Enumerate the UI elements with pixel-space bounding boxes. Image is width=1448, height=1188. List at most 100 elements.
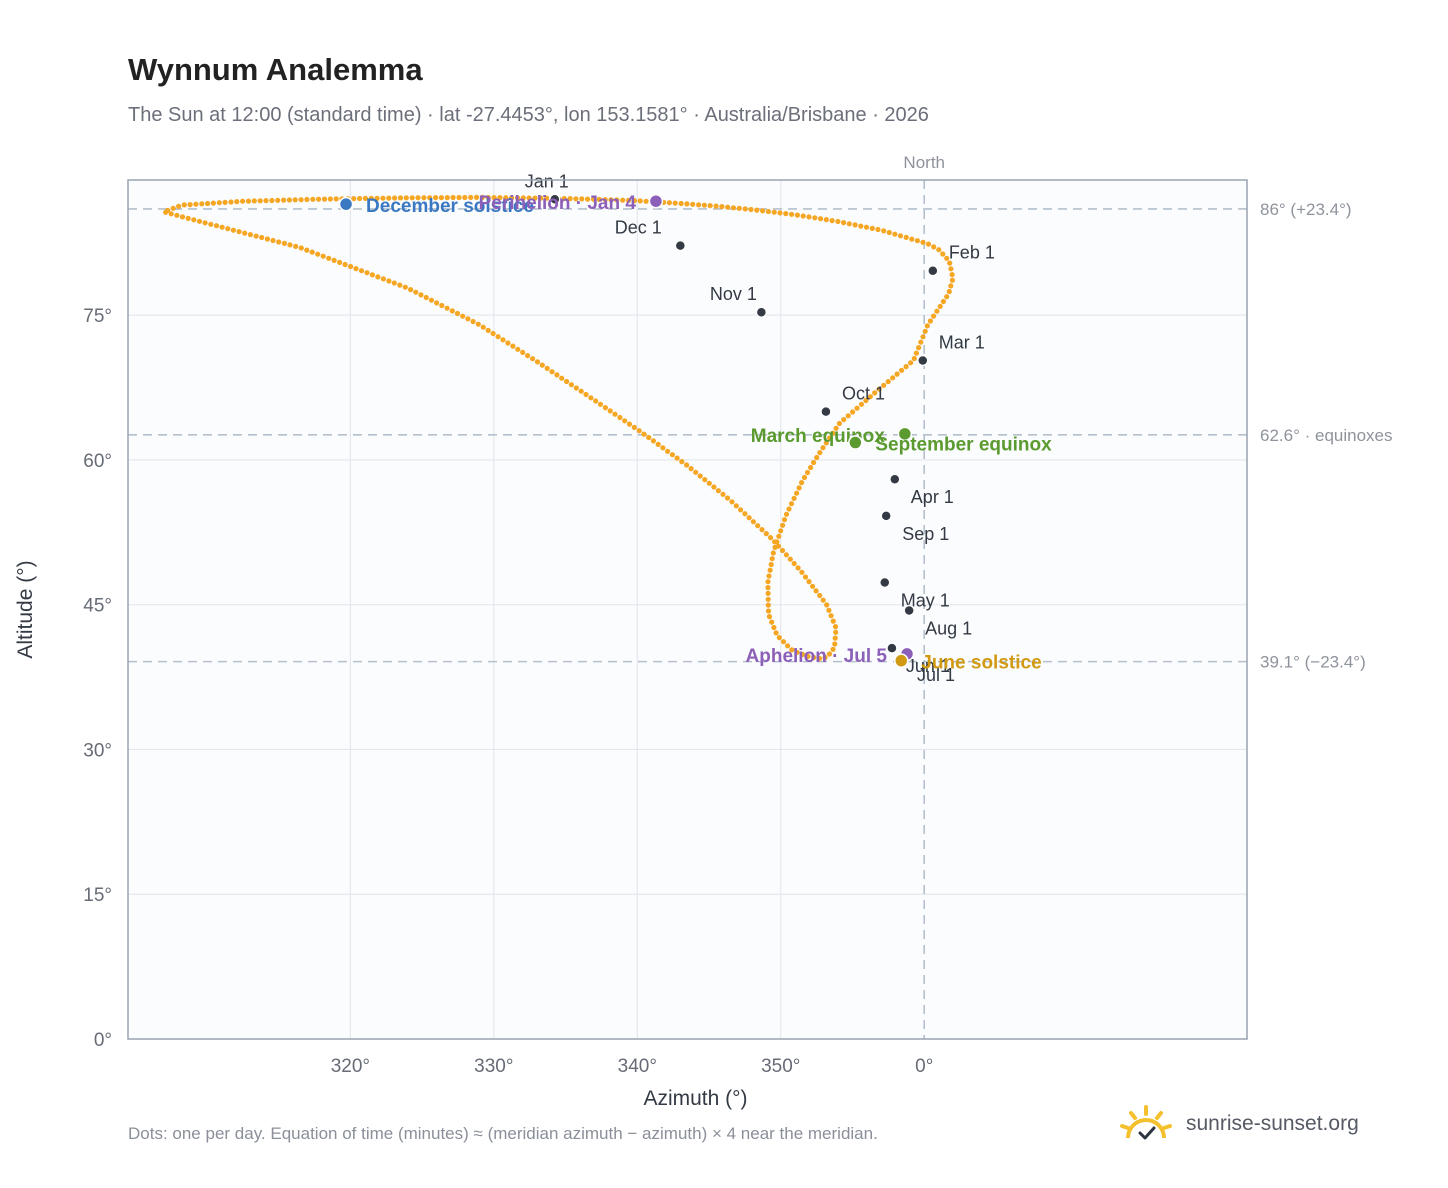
daily-dot <box>320 253 326 259</box>
daily-dot <box>768 535 774 541</box>
daily-dot <box>746 515 752 521</box>
daily-dot <box>202 220 208 226</box>
daily-dot <box>369 272 375 278</box>
daily-dot <box>181 202 187 208</box>
daily-dot <box>403 195 409 201</box>
daily-dot <box>742 206 748 212</box>
daily-dot <box>706 480 712 486</box>
daily-dot <box>470 318 476 325</box>
daily-dot <box>688 466 694 472</box>
daily-dot <box>937 303 943 309</box>
daily-dot <box>559 375 565 381</box>
daily-dot <box>678 200 684 207</box>
x-tick-label: 0° <box>915 1056 933 1077</box>
daily-dot <box>434 300 440 306</box>
daily-dot <box>520 349 526 355</box>
brand-logo[interactable]: sunrise-sunset.org <box>1120 1102 1359 1146</box>
daily-dot <box>811 459 817 466</box>
daily-dot <box>765 208 772 215</box>
daily-dot <box>823 217 829 223</box>
special-point-dot <box>338 196 354 212</box>
daily-dot <box>234 199 240 205</box>
daily-dot <box>205 200 211 207</box>
daily-dot <box>829 218 835 224</box>
daily-dot <box>193 201 199 207</box>
daily-dot <box>380 195 386 201</box>
daily-dot <box>776 533 782 539</box>
special-point-label: June solstice <box>921 653 1041 674</box>
daily-dot <box>854 405 860 411</box>
daily-dot <box>672 200 678 206</box>
daily-dot <box>693 469 699 475</box>
daily-dot <box>397 195 404 201</box>
daily-dot <box>794 649 800 656</box>
daily-dot <box>362 195 368 201</box>
daily-dot <box>293 243 299 249</box>
daily-dot <box>785 643 791 649</box>
daily-dot <box>944 255 950 261</box>
month-marker-label: Dec 1 <box>615 218 662 238</box>
daily-dot <box>702 477 708 483</box>
daily-dot <box>841 417 847 423</box>
month-marker-label: May 1 <box>901 590 950 610</box>
daily-dot <box>863 224 870 230</box>
month-marker-dot <box>880 510 892 522</box>
daily-dot <box>281 197 287 203</box>
daily-dot <box>750 519 757 525</box>
daily-dot <box>817 216 824 222</box>
daily-dot <box>655 441 661 447</box>
daily-dot <box>449 308 455 314</box>
daily-dot <box>931 313 937 319</box>
daily-dot <box>386 195 392 201</box>
daily-dot <box>199 201 205 207</box>
month-marker-dot <box>674 239 687 252</box>
daily-dot <box>612 411 618 417</box>
daily-dot <box>392 195 398 201</box>
daily-dot <box>713 203 719 209</box>
daily-dot <box>724 495 731 501</box>
daily-dot <box>789 211 795 217</box>
daily-dot <box>465 316 471 322</box>
daily-dot <box>418 292 424 298</box>
x-tick-label: 340° <box>618 1056 657 1077</box>
daily-dot <box>208 221 214 227</box>
daily-dot <box>423 294 429 301</box>
daily-dot <box>766 573 772 579</box>
daily-dot <box>799 569 805 575</box>
special-point-dot <box>648 193 664 209</box>
daily-dot <box>806 214 812 220</box>
daily-dot <box>165 207 171 213</box>
daily-dot <box>530 356 536 362</box>
reference-line-label: 62.6° · equinoxes <box>1260 426 1393 445</box>
month-marker-dot <box>549 193 561 206</box>
daily-dot <box>769 619 775 625</box>
daily-dot <box>270 237 276 244</box>
daily-dot <box>674 455 680 461</box>
special-point-label: September equinox <box>875 435 1052 456</box>
daily-dot <box>897 233 904 239</box>
daily-dot <box>765 596 771 602</box>
daily-dot <box>885 379 891 385</box>
daily-dot <box>374 195 380 201</box>
daily-dot <box>817 450 823 456</box>
daily-dot <box>210 200 216 206</box>
daily-dot <box>801 474 808 481</box>
daily-dot <box>444 305 450 311</box>
daily-dot <box>287 242 293 248</box>
daily-dot <box>791 560 797 567</box>
daily-dot <box>806 579 812 585</box>
daily-dot <box>321 196 328 202</box>
y-axis-label: Altitude (°) <box>14 560 37 658</box>
daily-dot <box>475 321 481 327</box>
axis-ticks: 320° 330° 340° 350° 0° 0° 15° 30° 45° 60° 75° <box>83 306 933 1077</box>
daily-dot <box>666 200 673 206</box>
daily-dot <box>544 195 550 201</box>
daily-dot <box>903 234 909 240</box>
daily-dot <box>863 397 869 404</box>
daily-dot <box>841 220 847 226</box>
daily-dot <box>781 517 788 523</box>
daily-dot <box>168 211 174 217</box>
daily-dot <box>852 222 858 228</box>
x-tick-label: 330° <box>474 1056 513 1077</box>
daily-dot <box>936 247 942 253</box>
